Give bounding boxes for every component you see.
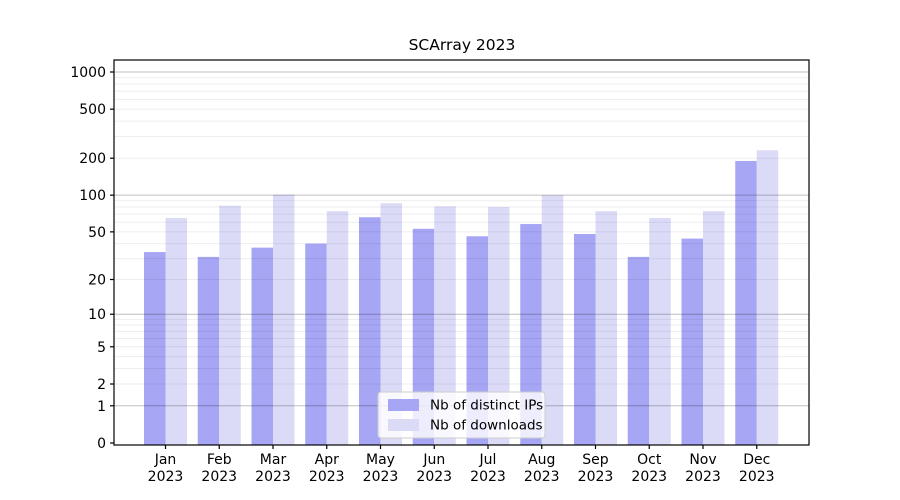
ytick-label-10: 10 <box>88 307 106 323</box>
bar-distinct-ips-dec <box>735 160 757 445</box>
xtick-year-nov: 2023 <box>685 469 721 485</box>
xtick-month-may: May <box>366 452 395 468</box>
legend-swatch-downloads <box>388 419 419 431</box>
bar-distinct-ips-aug <box>520 224 542 445</box>
xtick-year-jun: 2023 <box>416 469 452 485</box>
xtick-year-jan: 2023 <box>148 469 184 485</box>
xtick-month-jul: Jul <box>479 452 497 468</box>
bar-downloads-sep <box>595 211 617 445</box>
ytick-label-5: 5 <box>97 340 106 356</box>
ytick-label-1: 1 <box>97 399 106 415</box>
xtick-month-nov: Nov <box>689 452 716 468</box>
bar-distinct-ips-apr <box>305 243 327 445</box>
bar-downloads-dec <box>756 150 779 445</box>
xtick-month-jun: Jun <box>422 452 445 468</box>
y-axis-ticks: 0 1 2 5 10 20 50 100 200 500 1000 <box>70 65 114 452</box>
legend-box <box>377 391 546 439</box>
xtick-month-dec: Dec <box>743 452 770 468</box>
ytick-label-500: 500 <box>79 102 106 118</box>
xtick-year-mar: 2023 <box>255 469 291 485</box>
xtick-month-aug: Aug <box>528 452 555 468</box>
ytick-label-200: 200 <box>79 151 106 167</box>
bar-downloads-oct <box>649 218 671 445</box>
gridlines-group <box>114 71 809 407</box>
legend-label-distinct-ips: Nb of distinct IPs <box>430 398 543 414</box>
ytick-label-0: 0 <box>97 436 106 452</box>
legend: Nb of distinct IPs Nb of downloads <box>377 391 546 439</box>
x-axis-ticks: Jan2023Feb2023Mar2023Apr2023May2023Jun20… <box>148 445 775 485</box>
xtick-year-aug: 2023 <box>524 469 560 485</box>
xtick-year-feb: 2023 <box>201 469 237 485</box>
bar-downloads-apr <box>326 211 349 445</box>
plot-frame <box>113 59 810 446</box>
xtick-month-jan: Jan <box>154 452 177 468</box>
ytick-label-50: 50 <box>88 225 106 241</box>
bar-downloads-nov <box>703 211 725 445</box>
xtick-year-dec: 2023 <box>739 469 775 485</box>
bar-distinct-ips-oct <box>627 256 650 445</box>
ytick-label-2: 2 <box>97 377 106 393</box>
bar-downloads-feb <box>219 205 241 445</box>
xtick-year-apr: 2023 <box>309 469 345 485</box>
chart-title: SCArray 2023 <box>409 36 516 54</box>
bar-distinct-ips-sep <box>574 234 596 445</box>
xtick-year-jul: 2023 <box>470 469 506 485</box>
bar-distinct-ips-mar <box>251 247 273 445</box>
legend-label-downloads: Nb of downloads <box>430 418 543 434</box>
xtick-year-may: 2023 <box>363 469 399 485</box>
xtick-year-oct: 2023 <box>631 469 667 485</box>
xtick-month-mar: Mar <box>260 452 287 468</box>
bar-downloads-aug <box>541 195 564 445</box>
bar-distinct-ips-nov <box>681 238 703 445</box>
bar-downloads-may <box>380 203 402 445</box>
bar-downloads-jan <box>165 218 187 445</box>
bar-downloads-jun <box>434 206 456 445</box>
ytick-label-1000: 1000 <box>70 65 106 81</box>
xtick-month-apr: Apr <box>315 452 339 468</box>
xtick-month-oct: Oct <box>637 452 662 468</box>
ytick-label-20: 20 <box>88 273 106 289</box>
xtick-month-feb: Feb <box>207 452 232 468</box>
bar-distinct-ips-may <box>359 217 381 445</box>
xtick-year-sep: 2023 <box>578 469 614 485</box>
legend-swatch-distinct-ips <box>388 399 419 411</box>
bar-downloads-jul <box>488 207 510 445</box>
bars-group <box>144 150 779 445</box>
xtick-month-sep: Sep <box>582 452 609 468</box>
bar-distinct-ips-feb <box>197 256 220 445</box>
ytick-label-100: 100 <box>79 188 106 204</box>
bar-distinct-ips-jun <box>412 228 435 445</box>
bar-distinct-ips-jan <box>144 252 166 445</box>
bar-downloads-mar <box>273 194 295 445</box>
